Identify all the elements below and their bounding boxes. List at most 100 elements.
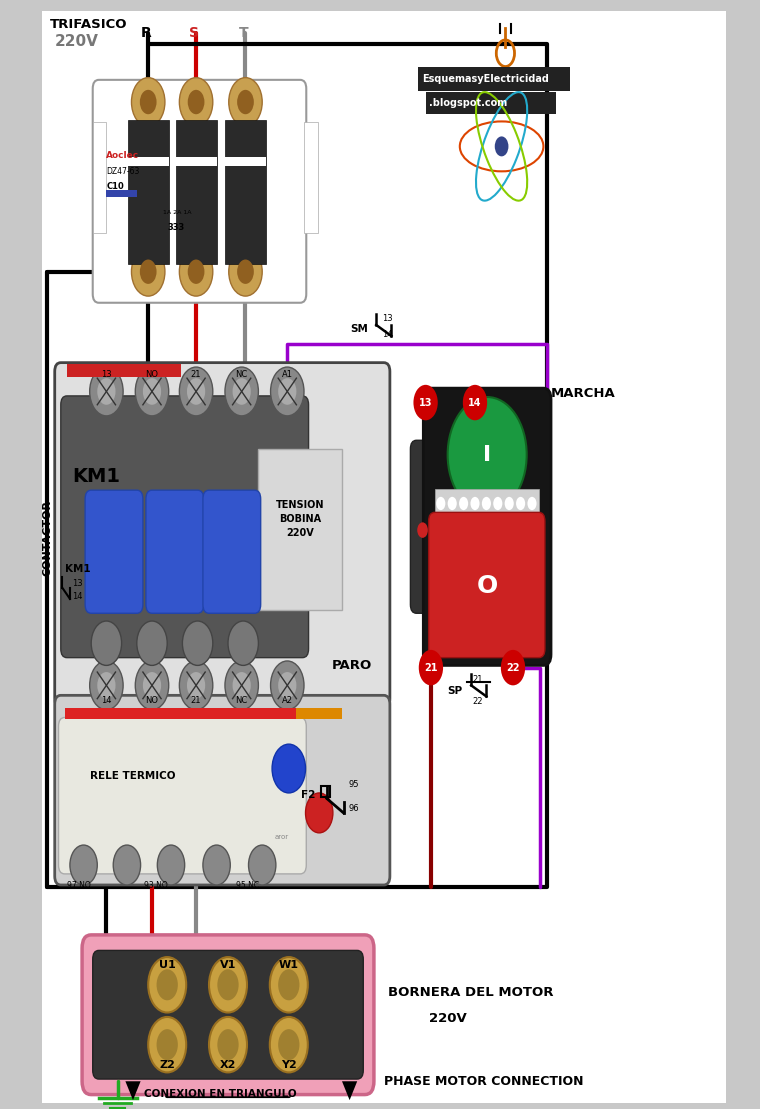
Text: 14: 14 xyxy=(72,592,83,601)
Text: BORNERA DEL MOTOR: BORNERA DEL MOTOR xyxy=(388,986,553,999)
Circle shape xyxy=(97,672,116,699)
Circle shape xyxy=(135,661,169,710)
Text: TRIFASICO: TRIFASICO xyxy=(49,18,127,31)
Text: Z2: Z2 xyxy=(160,1060,175,1070)
Text: BOBINA: BOBINA xyxy=(279,513,321,525)
Text: aror: aror xyxy=(274,834,288,841)
FancyBboxPatch shape xyxy=(55,695,390,885)
Text: PARO: PARO xyxy=(332,659,372,672)
Text: RELE TERMICO: RELE TERMICO xyxy=(90,771,176,782)
Circle shape xyxy=(278,672,296,699)
Text: 13: 13 xyxy=(382,314,393,323)
Text: 22: 22 xyxy=(473,698,483,706)
Circle shape xyxy=(278,378,296,405)
Text: U1: U1 xyxy=(159,960,176,970)
Bar xyxy=(435,489,539,517)
FancyBboxPatch shape xyxy=(146,490,204,613)
Circle shape xyxy=(505,497,514,510)
Text: 93 NO: 93 NO xyxy=(144,881,168,889)
Circle shape xyxy=(278,969,299,1000)
Bar xyxy=(296,708,342,719)
Text: 14: 14 xyxy=(101,696,112,705)
Polygon shape xyxy=(342,1081,357,1100)
Text: 21: 21 xyxy=(191,696,201,705)
Circle shape xyxy=(209,957,247,1013)
Text: 333: 333 xyxy=(167,223,185,232)
Circle shape xyxy=(217,1029,239,1060)
FancyBboxPatch shape xyxy=(82,935,374,1095)
Text: Y2: Y2 xyxy=(281,1060,296,1070)
Text: CONTACTOR: CONTACTOR xyxy=(42,500,52,576)
Bar xyxy=(258,449,342,610)
Circle shape xyxy=(459,497,468,510)
FancyBboxPatch shape xyxy=(59,718,306,874)
FancyBboxPatch shape xyxy=(61,396,309,658)
Text: 22: 22 xyxy=(506,662,520,673)
FancyBboxPatch shape xyxy=(423,388,551,665)
Circle shape xyxy=(448,397,527,512)
Circle shape xyxy=(90,661,123,710)
Circle shape xyxy=(229,78,262,126)
Text: 13: 13 xyxy=(72,579,83,588)
Text: Aoclec: Aoclec xyxy=(106,151,140,160)
Circle shape xyxy=(179,78,213,126)
Text: 21: 21 xyxy=(473,675,483,684)
Circle shape xyxy=(209,1017,247,1072)
Bar xyxy=(321,786,330,797)
Circle shape xyxy=(237,260,254,284)
Text: .blogspot.com: .blogspot.com xyxy=(429,98,508,109)
Circle shape xyxy=(306,793,333,833)
Text: 220V: 220V xyxy=(287,528,314,539)
Circle shape xyxy=(131,247,165,296)
FancyBboxPatch shape xyxy=(410,440,445,613)
Circle shape xyxy=(70,845,97,885)
Circle shape xyxy=(179,367,213,416)
Circle shape xyxy=(140,260,157,284)
Bar xyxy=(225,157,266,166)
Text: C10: C10 xyxy=(106,182,124,191)
Circle shape xyxy=(501,650,525,685)
FancyBboxPatch shape xyxy=(93,950,363,1079)
Circle shape xyxy=(148,957,186,1013)
Text: EsquemasyElectricidad: EsquemasyElectricidad xyxy=(422,73,549,84)
Text: CONEXION EN TRIANGULO: CONEXION EN TRIANGULO xyxy=(144,1089,297,1099)
Polygon shape xyxy=(125,1081,141,1100)
Circle shape xyxy=(249,845,276,885)
Circle shape xyxy=(419,650,443,685)
FancyBboxPatch shape xyxy=(93,80,306,303)
Circle shape xyxy=(482,497,491,510)
Bar xyxy=(176,120,217,264)
Circle shape xyxy=(113,845,141,885)
Bar xyxy=(225,120,266,264)
Text: 95 NC: 95 NC xyxy=(236,881,258,889)
Circle shape xyxy=(495,136,508,156)
Text: R: R xyxy=(141,27,151,40)
FancyBboxPatch shape xyxy=(85,490,143,613)
Circle shape xyxy=(131,78,165,126)
Circle shape xyxy=(228,621,258,665)
Text: V1: V1 xyxy=(220,960,236,970)
Circle shape xyxy=(225,661,258,710)
Circle shape xyxy=(188,90,204,114)
Text: KM1: KM1 xyxy=(72,467,120,487)
Circle shape xyxy=(463,385,487,420)
Circle shape xyxy=(516,497,525,510)
FancyBboxPatch shape xyxy=(55,363,390,708)
Circle shape xyxy=(157,1029,178,1060)
Bar xyxy=(106,190,137,197)
Bar xyxy=(304,122,318,233)
Circle shape xyxy=(148,1017,186,1072)
Bar xyxy=(65,708,308,719)
Circle shape xyxy=(143,378,161,405)
Circle shape xyxy=(97,378,116,405)
Text: MARCHA: MARCHA xyxy=(551,387,616,400)
Circle shape xyxy=(187,378,205,405)
Text: NC: NC xyxy=(236,370,248,379)
Circle shape xyxy=(448,497,457,510)
Text: I: I xyxy=(483,445,491,465)
Circle shape xyxy=(225,367,258,416)
Circle shape xyxy=(137,621,167,665)
Text: TENSION: TENSION xyxy=(276,499,325,510)
Circle shape xyxy=(157,969,178,1000)
Bar xyxy=(426,92,556,114)
